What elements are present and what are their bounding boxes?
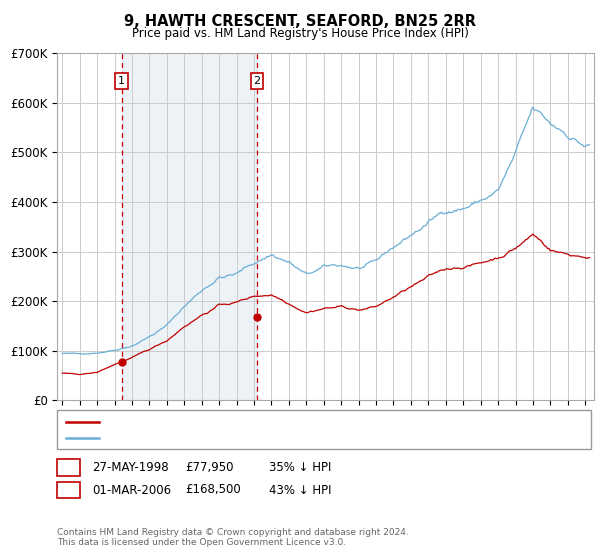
Text: 01-MAR-2006: 01-MAR-2006 xyxy=(92,483,171,497)
Text: Price paid vs. HM Land Registry's House Price Index (HPI): Price paid vs. HM Land Registry's House … xyxy=(131,27,469,40)
Text: 27-MAY-1998: 27-MAY-1998 xyxy=(92,461,169,474)
Text: £77,950: £77,950 xyxy=(185,461,233,474)
Text: 9, HAWTH CRESCENT, SEAFORD, BN25 2RR (detached house): 9, HAWTH CRESCENT, SEAFORD, BN25 2RR (de… xyxy=(106,417,450,427)
Text: 9, HAWTH CRESCENT, SEAFORD, BN25 2RR: 9, HAWTH CRESCENT, SEAFORD, BN25 2RR xyxy=(124,14,476,29)
Text: 1: 1 xyxy=(65,461,72,474)
Text: £168,500: £168,500 xyxy=(185,483,241,497)
Text: 2: 2 xyxy=(253,76,260,86)
Text: 1: 1 xyxy=(118,76,125,86)
Bar xyxy=(122,53,257,400)
Text: 35% ↓ HPI: 35% ↓ HPI xyxy=(269,461,331,474)
Text: 43% ↓ HPI: 43% ↓ HPI xyxy=(269,483,331,497)
Text: 2: 2 xyxy=(65,483,72,497)
Text: Contains HM Land Registry data © Crown copyright and database right 2024.
This d: Contains HM Land Registry data © Crown c… xyxy=(57,528,409,547)
Text: HPI: Average price, detached house, Lewes: HPI: Average price, detached house, Lewe… xyxy=(106,433,347,443)
